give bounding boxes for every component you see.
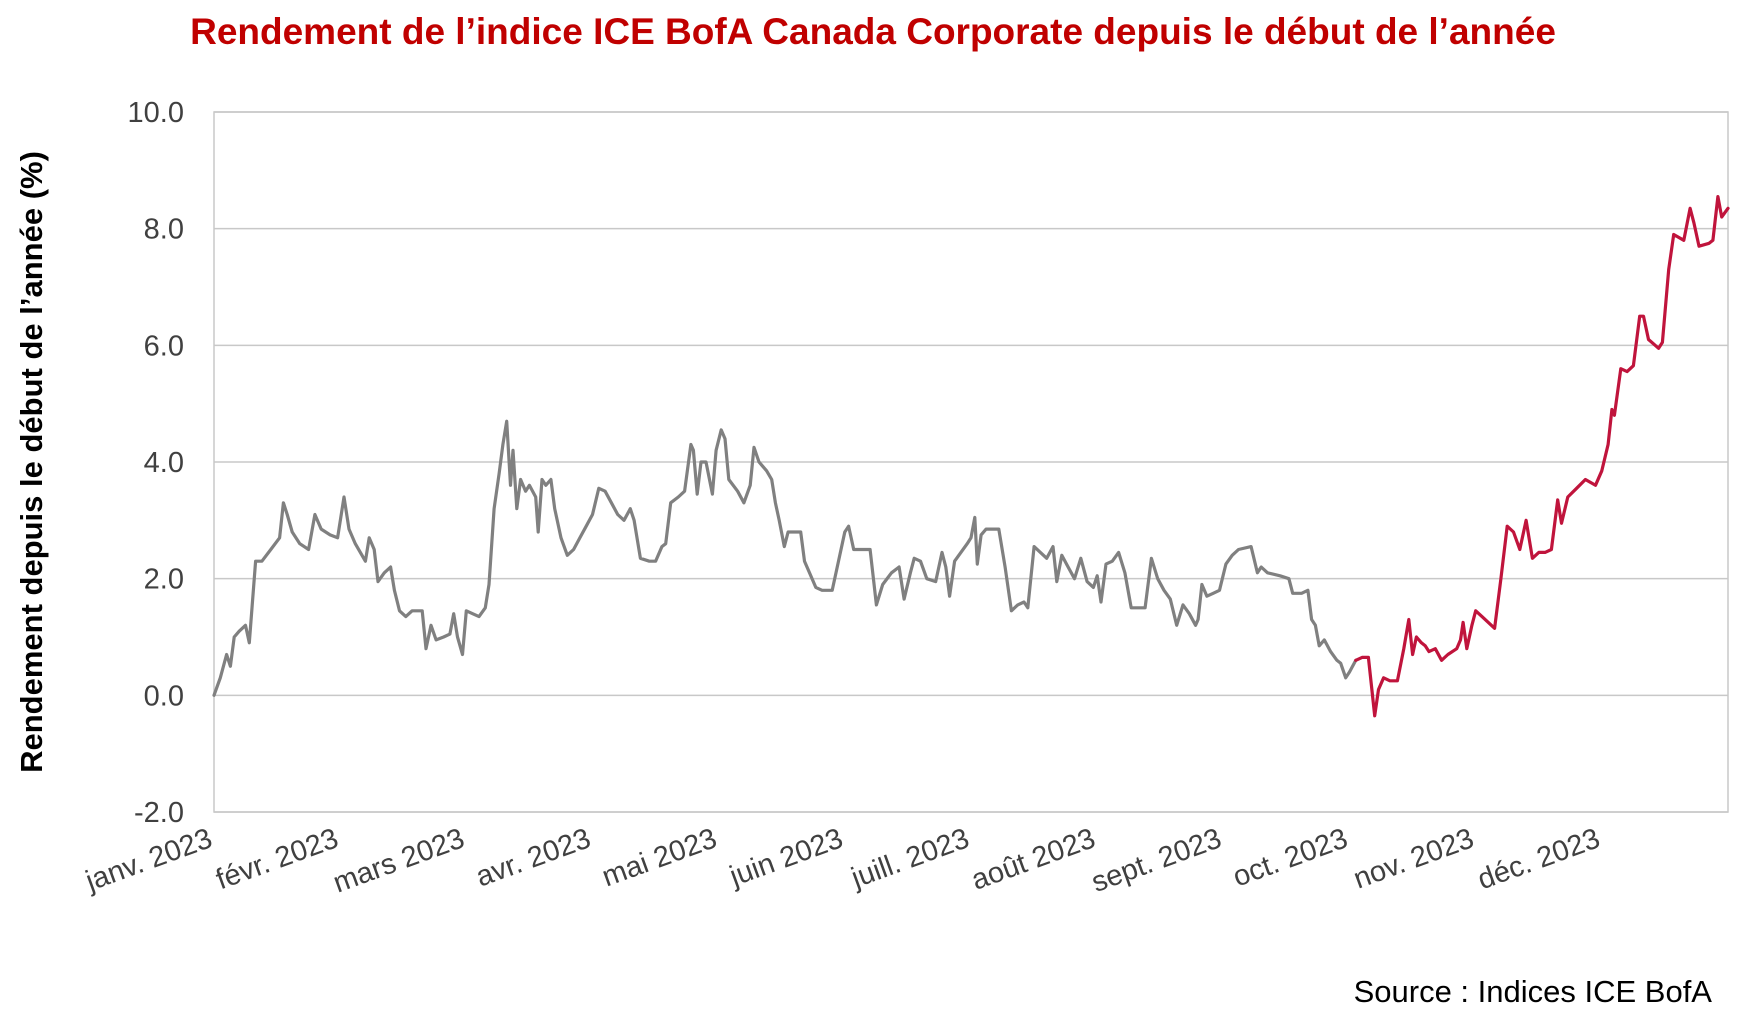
y-axis-label: Rendement depuis le début de l’année (%) (14, 151, 49, 773)
series-lines (212, 195, 1730, 718)
plot-frame (213, 111, 1729, 813)
y-tick-label: 0.0 (144, 680, 184, 712)
source-note: Source : Indices ICE BofA (1354, 974, 1713, 1009)
series-line-gray (212, 419, 1358, 697)
y-tick-label: 8.0 (144, 214, 184, 246)
x-tick-label: mai 2023 (598, 823, 721, 894)
x-tick-label: oct. 2023 (1229, 823, 1352, 894)
x-tick-label: juill. 2023 (846, 823, 973, 895)
y-tick-label: -2.0 (134, 797, 184, 829)
x-tick-label: janv. 2023 (81, 823, 217, 898)
x-tick-label: avr. 2023 (472, 823, 595, 894)
gridlines (214, 111, 1728, 813)
x-tick-label: juin 2023 (725, 823, 848, 894)
x-tick-label: mars 2023 (329, 823, 469, 900)
y-tick-label: 10.0 (128, 97, 184, 129)
x-tick-label: sept. 2023 (1087, 823, 1225, 899)
x-tick-label: déc. 2023 (1474, 823, 1605, 897)
y-tick-label: 4.0 (144, 447, 184, 479)
x-tick-label: août 2023 (967, 823, 1099, 897)
chart-title: Rendement de l’indice ICE BofA Canada Co… (190, 11, 1556, 52)
x-tick-label: févr. 2023 (212, 823, 343, 897)
y-axis-ticks: -2.0 0.0 2.0 4.0 6.0 8.0 10.0 (128, 97, 184, 829)
x-tick-label: nov. 2023 (1349, 823, 1478, 896)
y-tick-label: 6.0 (144, 330, 184, 362)
series-line-red (1354, 195, 1730, 718)
y-tick-label: 2.0 (144, 564, 184, 596)
